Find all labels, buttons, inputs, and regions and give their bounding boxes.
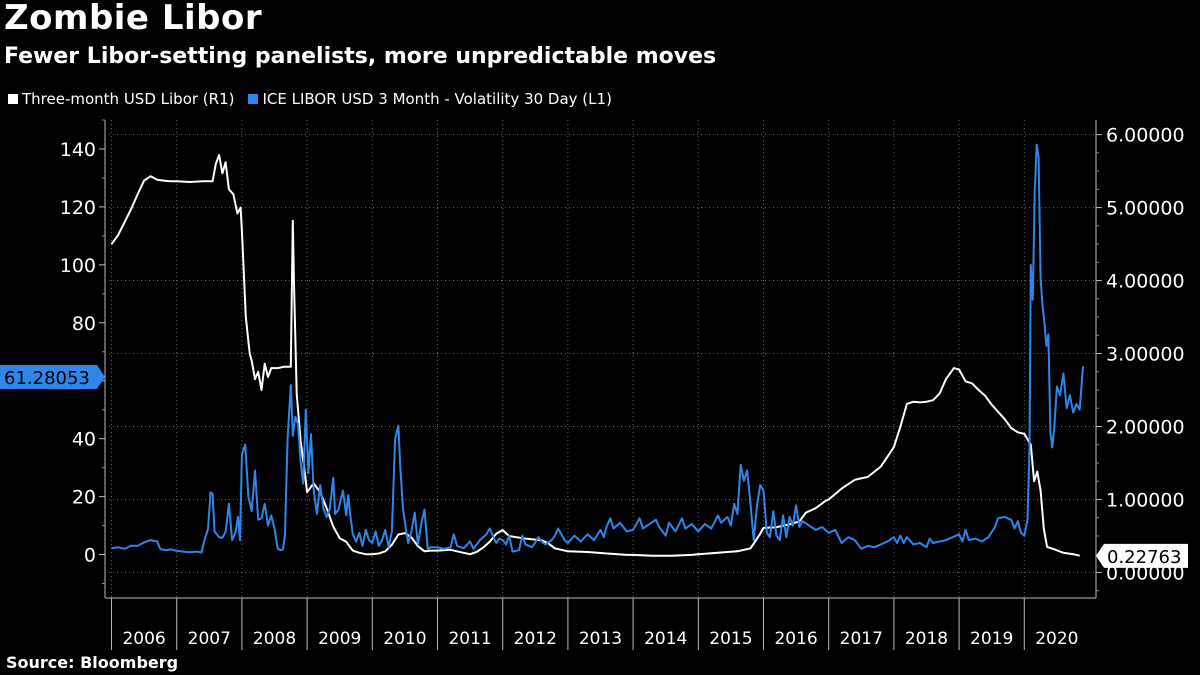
libor-line [110,154,1080,557]
last-value-label-left: 61.28053 [4,368,90,389]
right-tick-label: 0.00000 [1106,562,1185,584]
x-tick-label: 2013 [579,629,622,649]
left-tick-label: 140 [60,139,96,161]
legend-label-libor: Three-month USD Libor (R1) [22,90,235,108]
right-tick-label: 1.00000 [1106,489,1185,511]
volatility-line [111,143,1084,554]
x-tick-label: 2012 [514,629,557,649]
left-tick-label: 20 [72,487,96,509]
right-tick-label: 5.00000 [1106,198,1185,220]
x-tick-label: 2019 [970,629,1013,649]
left-tick-label: 80 [72,313,96,335]
left-tick-label: 100 [60,255,96,277]
last-value-label-right: 0.22763 [1107,547,1181,568]
chart-title: Zombie Libor [4,0,263,38]
x-tick-label: 2010 [383,629,426,649]
x-tick-label: 2016 [774,629,817,649]
x-tick-label: 2008 [253,629,296,649]
legend-label-volatility: ICE LIBOR USD 3 Month - Volatility 30 Da… [262,90,612,108]
x-tick-label: 2006 [122,629,165,649]
legend-swatch-libor [8,94,18,104]
x-tick-label: 2020 [1035,629,1078,649]
x-tick-label: 2017 [840,629,883,649]
x-tick-label: 2009 [318,629,361,649]
legend-swatch-volatility [248,94,259,104]
left-tick-label: 0 [84,545,96,567]
x-tick-label: 2014 [644,629,687,649]
legend: Three-month USD Libor (R1) ICE LIBOR USD… [8,90,612,108]
right-tick-label: 4.00000 [1106,271,1185,293]
right-tick-label: 6.00000 [1106,125,1185,147]
x-tick-label: 2018 [905,629,948,649]
legend-entry-volatility: ICE LIBOR USD 3 Month - Volatility 30 Da… [248,90,612,108]
right-tick-label: 2.00000 [1106,417,1185,439]
last-value-badge-right [1096,543,1188,568]
legend-entry-libor: Three-month USD Libor (R1) [8,90,234,108]
x-tick-label: 2015 [709,629,752,649]
right-tick-label: 3.00000 [1106,344,1185,366]
x-tick-label: 2011 [448,629,491,649]
chart-subtitle: Fewer Libor-setting panelists, more unpr… [4,44,717,69]
left-tick-label: 40 [72,429,96,451]
source-note: Source: Bloomberg [6,653,179,672]
left-tick-label: 120 [60,197,96,219]
last-value-badge-left [0,365,105,390]
x-tick-label: 2007 [188,629,231,649]
